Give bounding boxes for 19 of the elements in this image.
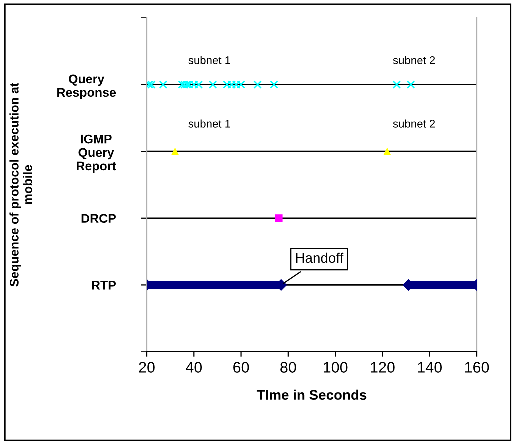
annotation: subnet 2 <box>393 120 436 128</box>
annotation: subnet 1 <box>188 56 230 64</box>
x-tick-label: 40 <box>186 362 202 373</box>
annotation: Handoff <box>296 252 344 264</box>
y-tick-label: DRCP <box>82 214 116 224</box>
x-tick-label: 100 <box>324 362 348 373</box>
y-tick-label: Query Response <box>58 74 116 100</box>
y-axis-title: Sequence of protocol execution at mobile <box>10 83 32 287</box>
annotation: subnet 1 <box>188 120 230 128</box>
x-tick-label: 20 <box>139 362 155 373</box>
x-tick-label: 80 <box>280 362 296 373</box>
annotation: subnet 2 <box>393 56 436 64</box>
x-axis-title: TIme in Seconds <box>256 390 367 400</box>
y-tick-label: RTP <box>92 281 116 290</box>
x-tick-label: 60 <box>234 362 250 373</box>
x-tick-label: 140 <box>418 362 442 373</box>
x-tick-label: 160 <box>465 362 490 373</box>
x-tick-label: 120 <box>371 362 395 373</box>
y-tick-label: IGMP Query Report <box>77 134 116 174</box>
